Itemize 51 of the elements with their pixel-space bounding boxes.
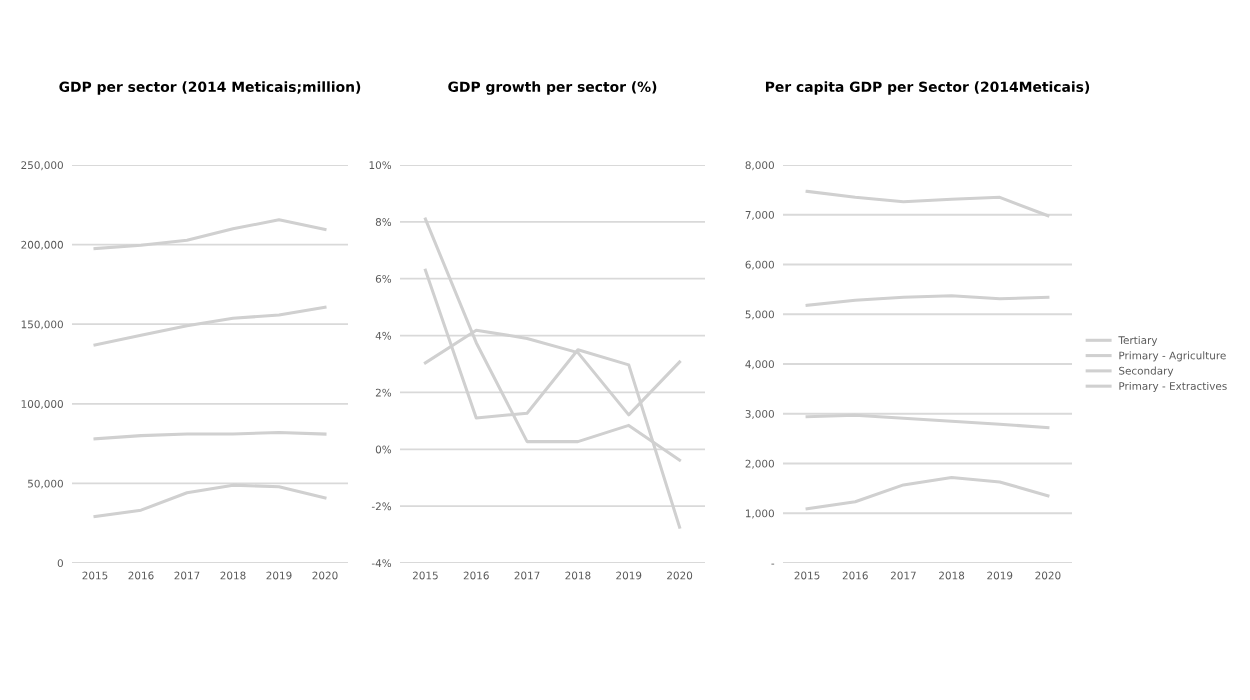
x-tick-label: 2018 xyxy=(939,571,965,580)
y-tick-label: 2% xyxy=(375,388,392,397)
chart-title: GDP growth per sector (%) xyxy=(448,81,657,95)
y-tick-label: -2% xyxy=(371,502,392,511)
x-tick-label: 2020 xyxy=(1035,571,1061,580)
x-tick-label: 2019 xyxy=(987,571,1013,580)
x-tick-label: 2015 xyxy=(82,571,108,580)
y-tick-label: 100,000 xyxy=(21,400,63,409)
y-tick-label: 4,000 xyxy=(745,360,774,370)
x-tick-label: 2016 xyxy=(463,571,489,580)
y-tick-label: 50,000 xyxy=(28,479,63,489)
y-tick-label: 1,000 xyxy=(745,509,774,519)
x-tick-label: 2018 xyxy=(565,571,591,580)
legend-label: Secondary xyxy=(1119,366,1174,377)
x-tick-label: 2016 xyxy=(128,571,154,580)
x-tick-label: 2020 xyxy=(312,571,338,580)
x-tick-label: 2019 xyxy=(266,571,292,580)
y-tick-label: 250,000 xyxy=(21,161,63,171)
x-tick-label: 2017 xyxy=(174,571,200,580)
x-tick-label: 2016 xyxy=(842,571,868,580)
x-tick-label: 2017 xyxy=(890,571,916,580)
x-tick-label: 2018 xyxy=(220,571,246,580)
y-tick-label: 4% xyxy=(375,331,392,340)
y-tick-label: 150,000 xyxy=(21,320,63,330)
y-tick-label: 2,000 xyxy=(745,459,774,469)
y-tick-label: 5,000 xyxy=(745,310,774,320)
line-series xyxy=(805,294,1050,307)
y-tick-label: 0% xyxy=(375,445,392,454)
legend-label: Primary - Extractives xyxy=(1119,381,1227,392)
y-tick-label: 0 xyxy=(57,559,63,568)
x-tick-label: 2015 xyxy=(794,571,820,580)
legend-label: Tertiary xyxy=(1118,336,1158,347)
line-series xyxy=(93,430,327,441)
legend-label: Primary - Agriculture xyxy=(1119,351,1226,362)
y-tick-label: 200,000 xyxy=(21,240,63,250)
x-tick-label: 2020 xyxy=(667,571,693,580)
y-tick-label: 10% xyxy=(369,161,392,170)
y-tick-label: -4% xyxy=(371,559,392,568)
chart-title: Per capita GDP per Sector (2014Meticais) xyxy=(765,81,1090,95)
y-tick-label: 3,000 xyxy=(745,409,774,419)
y-tick-label: 6,000 xyxy=(745,260,774,270)
y-tick-label: 7,000 xyxy=(745,210,774,220)
chart-title: GDP per sector (2014 Meticais;million) xyxy=(59,81,361,95)
y-tick-label: 8% xyxy=(375,218,392,226)
x-tick-label: 2017 xyxy=(514,571,540,580)
y-tick-label: 8,000 xyxy=(745,161,774,171)
x-tick-label: 2015 xyxy=(412,571,438,580)
y-tick-label: 6% xyxy=(375,274,392,283)
y-tick-label: - xyxy=(771,563,775,565)
x-tick-label: 2019 xyxy=(616,571,642,580)
line-series xyxy=(805,475,1050,511)
